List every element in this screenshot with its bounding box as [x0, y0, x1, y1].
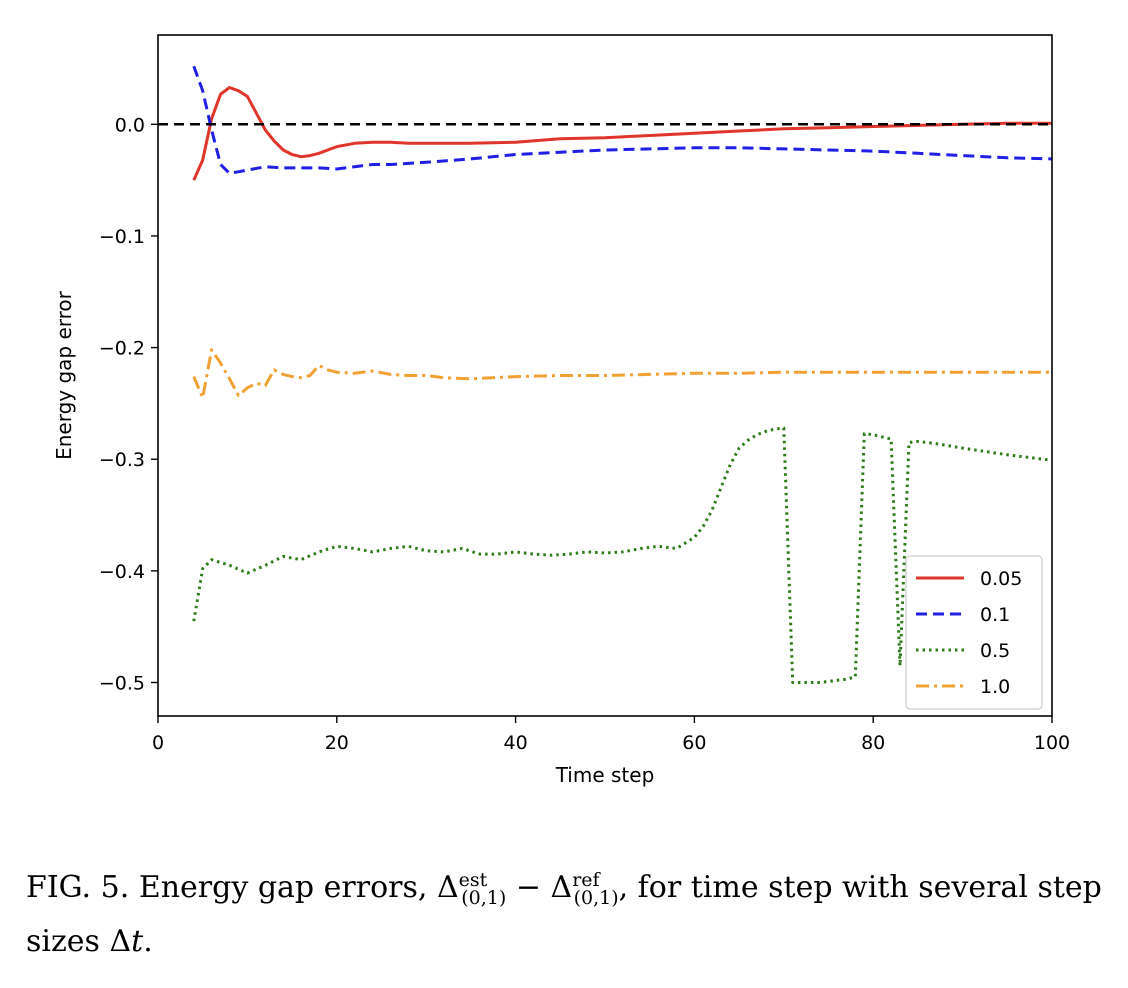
- plot-frame: [157, 34, 1053, 717]
- energy-gap-chart: 0 20 40 60 80 100 0.0 −0.1 −0.2 −0.3 −0.4 −0.5 Time …: [52, 34, 1070, 787]
- series-layer: [158, 65, 1052, 684]
- y-tick-label: −0.5: [99, 673, 145, 695]
- x-tick-label: 100: [1034, 732, 1070, 754]
- x-axis-title: Time step: [555, 763, 655, 787]
- x-tick-label: 0: [152, 732, 164, 754]
- legend-label-3: 1.0: [980, 676, 1010, 698]
- delta-ref: Δref(0,1): [550, 869, 619, 909]
- x-tick-label: 80: [861, 732, 885, 754]
- legend: 0.05 0.1 0.5 1.0: [905, 555, 1043, 710]
- y-tick-label: −0.2: [99, 338, 145, 360]
- series-line-0: [192, 86, 1052, 181]
- y-tick-label: 0.0: [115, 114, 145, 136]
- figure-caption: FIG. 5. Energy gap errors, Δest(0,1) − Δ…: [26, 869, 1102, 959]
- series-line-3: [192, 348, 1052, 400]
- x-tick-label: 60: [682, 732, 706, 754]
- delta-est: Δest(0,1): [436, 869, 507, 909]
- y-tick-label: −0.4: [99, 561, 145, 583]
- series-line-1: [192, 65, 1052, 175]
- y-tick-label: −0.1: [99, 226, 145, 248]
- x-tick-label: 40: [504, 732, 528, 754]
- legend-label-0: 0.05: [980, 568, 1022, 590]
- caption-label: FIG. 5.: [26, 870, 130, 905]
- x-tick-label: 20: [325, 732, 349, 754]
- legend-label-2: 0.5: [980, 640, 1010, 662]
- y-tick-label: −0.3: [99, 449, 145, 471]
- legend-box: [905, 555, 1043, 710]
- legend-label-1: 0.1: [980, 604, 1010, 626]
- caption-text-after: , for time step with several step sizes: [26, 870, 1102, 959]
- caption-text-before: Energy gap errors,: [138, 870, 437, 905]
- axes-layer: 0 20 40 60 80 100 0.0 −0.1 −0.2 −0.3 −0.4 −0.5 Time …: [52, 34, 1070, 787]
- y-axis-title: Energy gap error: [52, 290, 76, 460]
